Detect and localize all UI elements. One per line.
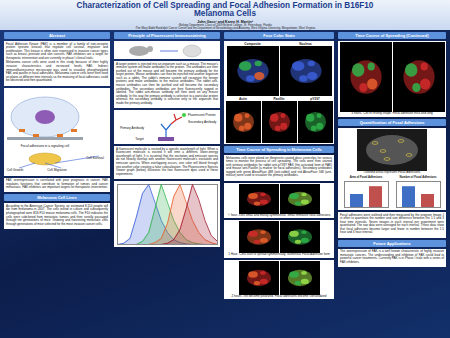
html-text:Melanoma cancer cells were use: Melanoma cancer cells were used in this … — [6, 60, 108, 83]
html-text:Area of Focal Adhesions: Area of Focal Adhesions — [349, 175, 383, 179]
html-text:Paxillin: Paxillin — [273, 97, 285, 101]
svg-text:Fluorescent Protein: Fluorescent Protein — [188, 113, 216, 117]
svg-text:Primary Antibody: Primary Antibody — [120, 126, 144, 130]
html-text:Time Course of Spreading (Cont: Time Course of Spreading (Continued) — [355, 33, 429, 38]
svg-text:Secondary Antibody: Secondary Antibody — [188, 120, 217, 124]
html-text:1 Hour- Cells start to spread: 1 Hour- Cells start to spread symmetrica… — [228, 252, 330, 257]
html-text:Number of Focal Adhesions: Number of Focal Adhesions — [399, 175, 437, 179]
html-text:Focal adhesions were outlined: Focal adhesions were outlined and then m… — [340, 212, 444, 235]
html-text:Melanoma Cell Lines: Melanoma Cell Lines — [37, 195, 77, 201]
html-text:A target protein is injected i: A target protein is injected into an org… — [116, 61, 218, 105]
html-text:3 hours- Cell in resting shape: 3 hours- Cell in resting shape. Focal ad… — [351, 111, 433, 115]
html-text:The overexpression of FAK is a: The overexpression of FAK is a well know… — [340, 249, 444, 264]
html-text:John Gass¹ and Karen H. Martin: John Gass¹ and Karen H. Martin² — [197, 19, 253, 24]
html-text:Actin: Actin — [239, 97, 247, 101]
html-text:Characterization of Cell Sprea: Characterization of Cell Spreading and F… — [76, 0, 374, 19]
html-text:Future Applications: Future Applications — [373, 240, 411, 246]
html-text:Principle of Fluorescent Immun: Principle of Fluorescent Immunostaining — [128, 33, 206, 38]
svg-text:Cell Growth: Cell Growth — [7, 168, 24, 172]
html-text:Outlined areas represent Focal: Outlined areas represent Focal Adhesions — [363, 169, 421, 174]
html-text:A fluorescent molecule is exci: A fluorescent molecule is excited by a s… — [116, 146, 218, 176]
svg-text:Cell Migration: Cell Migration — [47, 168, 67, 172]
svg-text:Cell Survival: Cell Survival — [86, 156, 104, 160]
svg-text:Target: Target — [135, 137, 144, 141]
html-text:Focal Adhesion Kinase (FAK) is: Focal Adhesion Kinase (FAK) is a member … — [6, 41, 108, 60]
html-text:According to the American Canc: According to the American Cancer Society… — [6, 203, 108, 226]
html-text:Quantification of Focal Adhesi: Quantification of Focal Adhesions — [359, 119, 425, 125]
html-text:Nucleus: Nucleus — [299, 42, 312, 46]
html-text:Composite: Composite — [244, 42, 261, 46]
html-text:Time Course of Spreading in Me: Time Course of Spreading in Melanoma Cel… — [236, 147, 322, 152]
html-text:Melanoma cells were plated on: Melanoma cells were plated on fibronecti… — [226, 155, 332, 178]
html-text:¹Biology Department, Class of: ¹Biology Department, Class of 2009 Ecker… — [178, 22, 272, 27]
html-text:pY397: pY397 — [310, 97, 320, 101]
html-text:Abstract: Abstract — [48, 33, 66, 38]
html-text:2 hours- cell become polarized: 2 hours- cell become polarized. Focal ad… — [231, 293, 327, 298]
html-text:²The Mary Babb Randolph Cancer: ²The Mary Babb Randolph Cancer Center an… — [134, 25, 316, 30]
html-text:FAK overexpression is correlat: FAK overexpression is correlated with po… — [6, 178, 108, 190]
html-text:½ hour- cells small and mostly: ½ hour- cells small and mostly symmetric… — [227, 212, 331, 217]
svg-text:Focal adhesions in a signaling: Focal adhesions in a signaling cell — [21, 144, 70, 148]
html-text:Four Color Stain: Four Color Stain — [263, 33, 295, 38]
